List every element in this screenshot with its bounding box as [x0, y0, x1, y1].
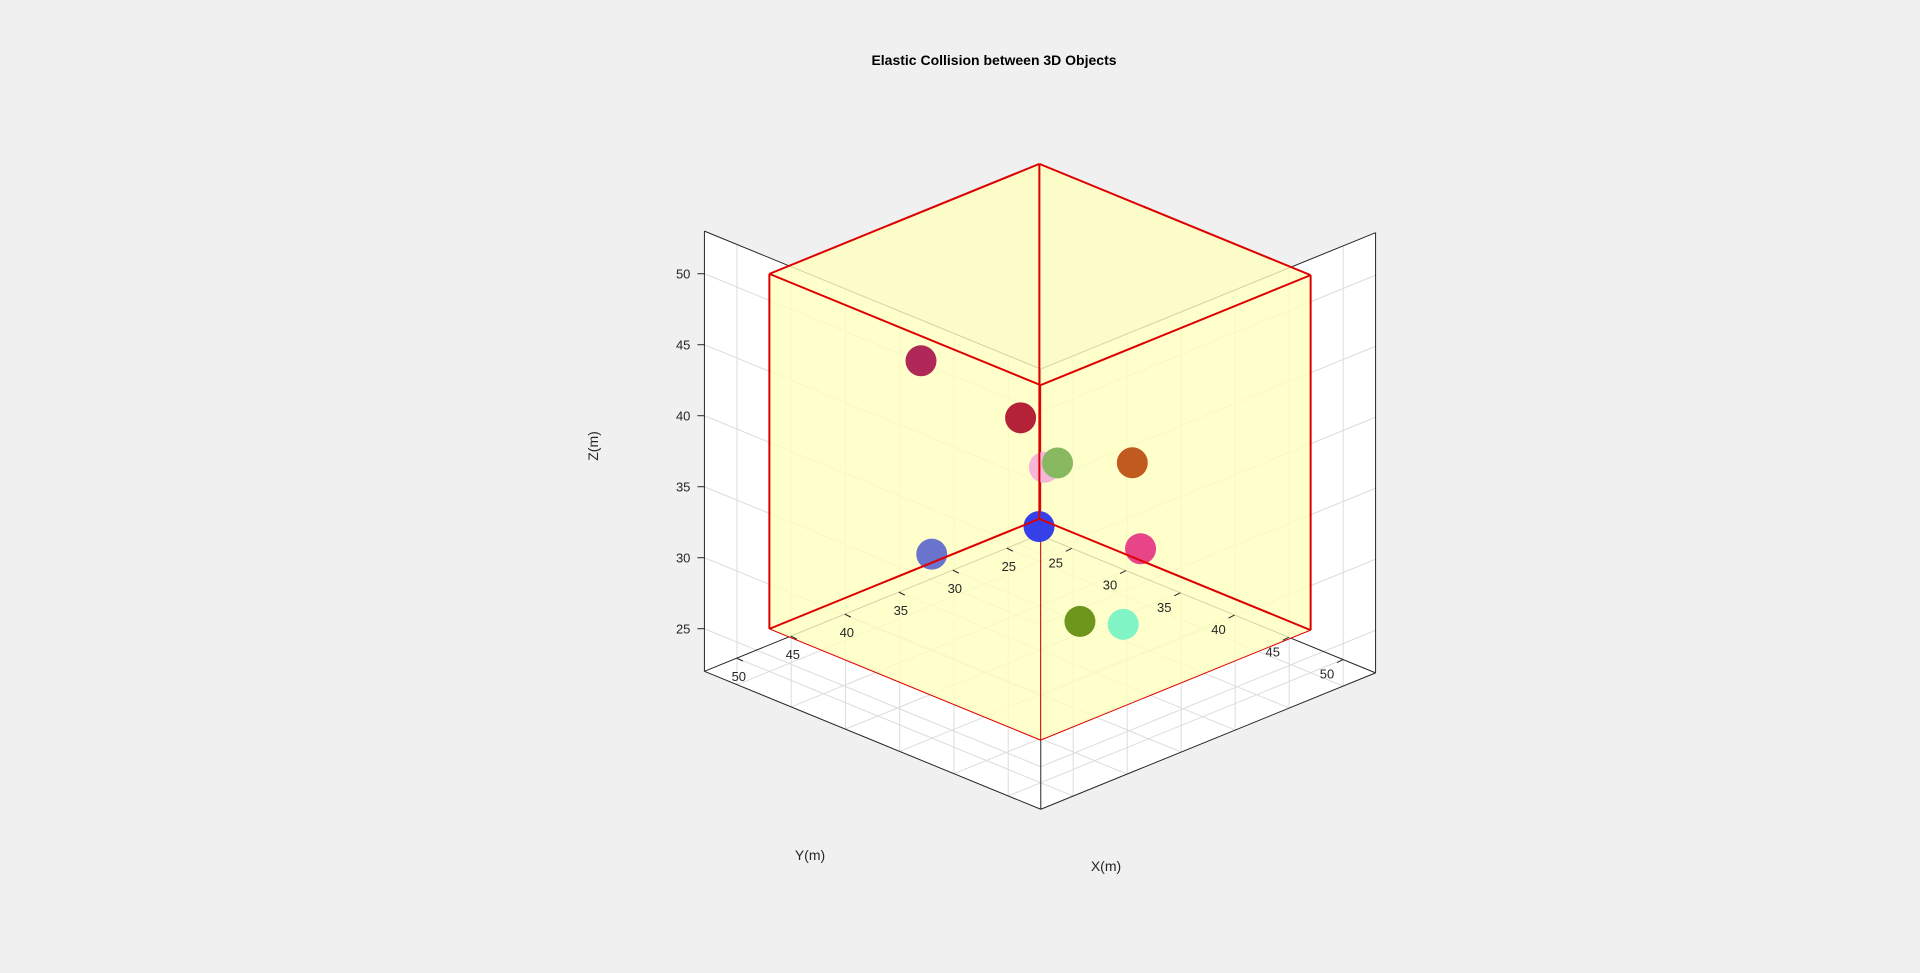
grid-line-z-wall-b — [1040, 629, 1376, 768]
z-tick-label: 45 — [676, 338, 690, 353]
z-tick-label: 50 — [676, 267, 690, 282]
z-tick-label: 40 — [676, 409, 690, 424]
sphere-marker — [1042, 447, 1074, 479]
x-tick-label: 50 — [1320, 667, 1334, 682]
x-tick-label: 35 — [1157, 600, 1171, 615]
grid-line-x-floor — [1008, 659, 1344, 797]
x-tick — [1174, 592, 1181, 597]
x-tick — [1065, 547, 1072, 552]
cube-edge-hidden — [1040, 629, 1311, 741]
x-tick — [1119, 570, 1127, 574]
x-axis-label: X(m) — [1091, 858, 1121, 874]
cube-edge — [1038, 162, 1312, 277]
x-tick-label: 30 — [1103, 578, 1117, 593]
x-tick-label: 40 — [1211, 622, 1225, 637]
y-tick — [952, 569, 960, 574]
x-tick-label: 45 — [1266, 644, 1280, 659]
sphere-marker — [1023, 511, 1055, 543]
axis-box-edge — [704, 670, 1041, 810]
y-tick — [1006, 547, 1014, 552]
cube-edge — [768, 162, 1040, 275]
sphere-marker — [1116, 447, 1148, 479]
cube-edge — [1038, 517, 1312, 632]
z-tick-label: 25 — [676, 622, 690, 637]
y-axis-label: Y(m) — [795, 847, 825, 863]
x-tick — [1336, 659, 1344, 663]
cube-edge-hidden — [769, 628, 1041, 741]
y-tick-label: 50 — [732, 669, 746, 684]
grid-line-z-wall-a — [704, 628, 1041, 768]
y-tick-label: 35 — [894, 603, 908, 618]
chart-title: Elastic Collision between 3D Objects — [871, 52, 1116, 68]
grid-line-y-floor — [736, 657, 1074, 797]
sphere-marker — [1005, 402, 1037, 434]
cube-edge — [768, 272, 1042, 387]
cube-edge — [1040, 274, 1312, 387]
y-tick — [898, 591, 906, 596]
y-tick-label: 25 — [1002, 559, 1016, 574]
y-tick-label: 40 — [840, 625, 854, 640]
sphere-marker — [916, 538, 948, 570]
sphere-marker — [905, 345, 937, 377]
y-tick — [736, 657, 744, 662]
y-tick — [790, 635, 798, 640]
sphere-marker — [1064, 605, 1096, 637]
z-tick-label: 35 — [676, 480, 690, 495]
x-tick — [1228, 614, 1235, 619]
axis-box-edge — [1040, 672, 1376, 810]
y-tick — [844, 613, 852, 618]
z-tick-label: 30 — [676, 551, 690, 566]
z-axis-label: Z(m) — [585, 431, 601, 461]
x-tick-label: 25 — [1049, 555, 1063, 570]
y-tick-label: 45 — [786, 647, 800, 662]
y-tick-label: 30 — [948, 581, 962, 596]
axes-3d: 25 30 35 40 45 50 25 30 35 40 45 50 25 30 35 40 45 50 — [676, 162, 1377, 810]
sphere-marker — [1107, 608, 1139, 640]
cube-edge — [768, 517, 1040, 630]
x-tick — [1282, 636, 1289, 641]
